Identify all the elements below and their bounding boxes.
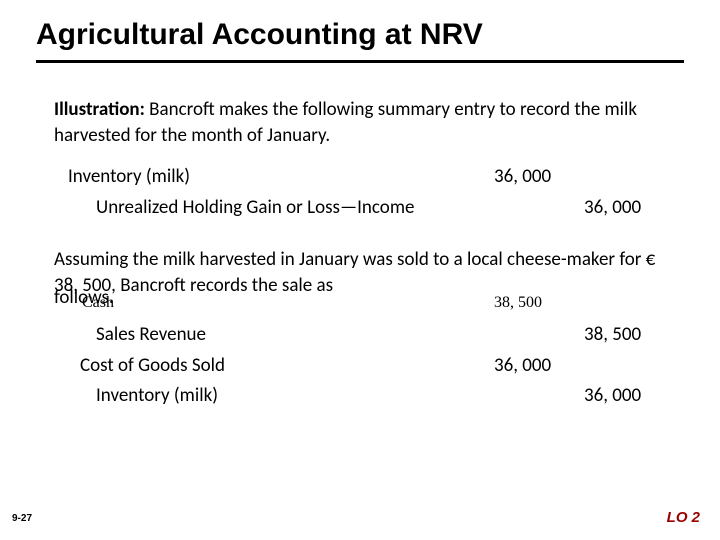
entry2a-debit-amount: 38, 500 [494,290,584,316]
journal-entry-2: Sales Revenue 38, 500 Cost of Goods Sold… [54,320,674,411]
follows-cash-overlap: follows. Cash 38, 500 [54,290,674,316]
entry2a-credit-amount: 38, 500 [584,320,674,350]
page-title: Agricultural Accounting at NRV [36,18,684,63]
entry1-credit-amount: 36, 000 [584,193,674,223]
entry1-debit-account: Inventory (milk) [54,162,494,192]
entry2b-debit-amount: 36, 000 [494,351,584,381]
slide-number: 9-27 [12,513,32,524]
entry2a-debit-account: Cash [54,290,494,316]
entry2b-credit-account: Inventory (milk) [54,381,494,411]
illustration-label: Illustration: [54,98,145,121]
content-area: Illustration: Bancroft makes the followi… [36,97,684,412]
learning-objective: LO 2 [667,509,700,526]
entry2b-credit-amount: 36, 000 [584,381,674,411]
entry1-debit-amount: 36, 000 [494,162,584,192]
entry2b-debit-account: Cost of Goods Sold [54,351,494,381]
journal-entry-1: Inventory (milk) 36, 000 Unrealized Hold… [54,162,674,223]
entry1-credit-account: Unrealized Holding Gain or Loss—Income [54,193,494,223]
entry2a-credit-account: Sales Revenue [54,320,494,350]
illustration-paragraph: Illustration: Bancroft makes the followi… [54,97,674,148]
